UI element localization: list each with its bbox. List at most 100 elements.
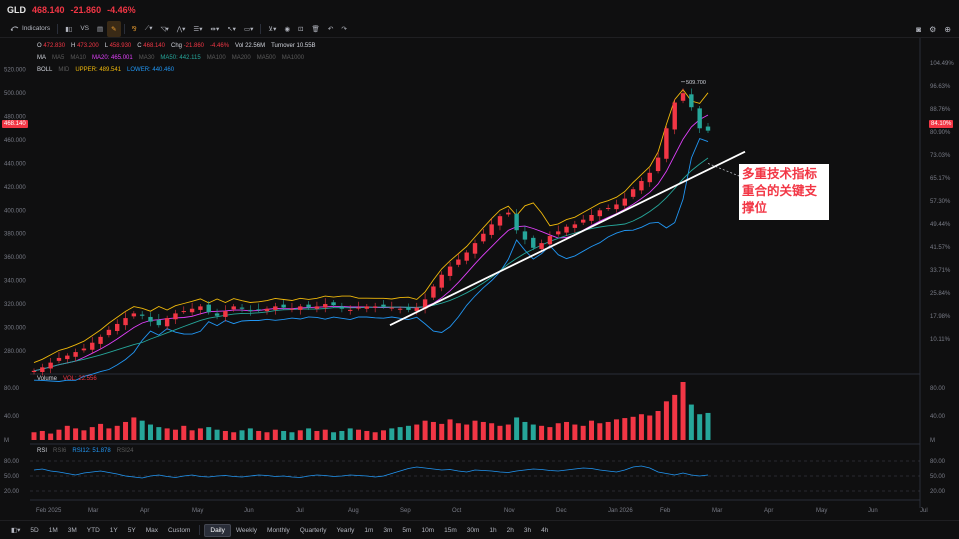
- support-annotation: 多重技术指标 重合的关键支 撑位: [739, 164, 829, 220]
- cursor-tool-button[interactable]: ↖▾: [223, 21, 240, 37]
- range-1m[interactable]: 1M: [48, 526, 58, 534]
- redo-icon: ↷: [341, 25, 347, 33]
- eye-icon: ◉: [284, 25, 291, 33]
- range-5d[interactable]: 5D: [30, 526, 39, 534]
- pct-axis-label: 96.63%: [930, 84, 951, 90]
- volume-axis-label-right: 80.00: [930, 386, 946, 392]
- price-axis-label: 460.000: [4, 138, 26, 144]
- trendline-tool-button[interactable]: ⟋▾: [141, 21, 157, 37]
- turnover-label: Turnover: [271, 43, 295, 49]
- open-value: 472.830: [43, 43, 66, 49]
- ohlc-legend: O 472.830 H 473.200 L 458.930 C 468.140 …: [37, 43, 316, 49]
- magnet-icon: ⊻▾: [268, 25, 277, 33]
- visibility-button[interactable]: ◉: [280, 21, 294, 37]
- interval-weekly[interactable]: Weekly: [235, 526, 258, 534]
- interval-3h[interactable]: 3h: [523, 526, 532, 534]
- interval-30m[interactable]: 30m: [466, 526, 480, 534]
- candle-body: [239, 307, 245, 309]
- interval-5m[interactable]: 5m: [402, 526, 412, 534]
- interval-1h[interactable]: 1h: [489, 526, 497, 534]
- interval-2h[interactable]: 2h: [506, 526, 514, 534]
- layout-button[interactable]: ▤: [93, 21, 107, 37]
- volume-axis-label: 80.00: [4, 386, 20, 392]
- price-change: -21.860: [70, 5, 102, 15]
- fibonacci-tool-button[interactable]: ⅋: [128, 21, 141, 37]
- range-max[interactable]: Max: [145, 526, 158, 534]
- candle-body: [655, 157, 661, 172]
- candle-body: [189, 308, 195, 313]
- delete-button[interactable]: 🗑: [308, 21, 324, 37]
- undo-button[interactable]: ↶: [324, 21, 337, 37]
- pct-axis-label: 49.44%: [930, 222, 951, 228]
- candle-body: [48, 362, 53, 369]
- volume-bar: [372, 432, 378, 440]
- chg-label: Chg: [170, 43, 182, 49]
- lines-tool-button[interactable]: ☰▾: [189, 21, 206, 37]
- magnet-button[interactable]: ⊻▾: [264, 21, 280, 37]
- camera-icon[interactable]: ◙: [916, 24, 922, 34]
- candle-body: [439, 274, 444, 288]
- interval-1m[interactable]: 1m: [364, 526, 374, 534]
- candle-body: [372, 306, 378, 308]
- boll-upper-line: [33, 88, 709, 364]
- range-custom[interactable]: Custom: [167, 526, 191, 534]
- interval-3m[interactable]: 3m: [383, 526, 393, 534]
- candle-body: [564, 226, 569, 233]
- range-1y[interactable]: 1Y: [109, 526, 118, 534]
- pattern-tool-button[interactable]: ⋀▾: [173, 21, 190, 37]
- chart-type-button[interactable]: ▮▯: [61, 21, 76, 37]
- add-icon[interactable]: ⊕: [944, 24, 951, 34]
- shape-tool-button[interactable]: ◹▾: [157, 21, 173, 37]
- volume-legend[interactable]: Volume VOL: 22.556: [37, 376, 97, 382]
- candle-body: [123, 318, 128, 326]
- volume-bar: [389, 428, 395, 440]
- price-chart[interactable]: 520.000 500.000 480.000 460.000 440.000 420.0…: [0, 38, 959, 520]
- volume-bar: [472, 420, 478, 440]
- lock-button[interactable]: ⊡: [294, 21, 307, 37]
- text-tool-button[interactable]: ▭▾: [240, 21, 257, 37]
- redo-button[interactable]: ↷: [337, 21, 350, 37]
- lines-icon: ☰▾: [193, 25, 203, 33]
- rsi-legend[interactable]: RSI RSI6 RSI12: 51.878 RSI24: [37, 448, 133, 454]
- interval-15m[interactable]: 15m: [444, 526, 457, 534]
- volume-bar: [264, 432, 270, 440]
- ma-legend-item: MA5: [52, 55, 65, 61]
- range-5y[interactable]: 5Y: [127, 526, 136, 534]
- annotation-line-1: 多重技术指标: [742, 167, 818, 181]
- rsi12-line: [33, 465, 709, 479]
- boll-legend[interactable]: BOLL MID UPPER: 489.541 LOWER: 440.460: [37, 67, 174, 73]
- interval-10m[interactable]: 10m: [421, 526, 435, 534]
- draw-tool-button[interactable]: ✎: [107, 20, 121, 37]
- volume-axis-label: M: [4, 438, 9, 444]
- candle-body: [56, 357, 62, 361]
- price-axis-label: 500.000: [4, 91, 26, 97]
- range-3m[interactable]: 3M: [67, 526, 77, 534]
- candle-body: [131, 313, 137, 317]
- compare-button[interactable]: VS: [76, 21, 93, 37]
- ma-legend[interactable]: MA MA5 MA10 MA20: 465.001 MA30 MA50: 442.115…: [37, 55, 304, 61]
- volume-bar: [672, 394, 678, 440]
- rsi-axis-label-right: 50.00: [930, 474, 946, 480]
- measure-tool-button[interactable]: ⇹▾: [207, 21, 224, 37]
- symbol-name[interactable]: GLD: [7, 5, 26, 15]
- pattern-icon: ⋀▾: [176, 25, 186, 33]
- interval-yearly[interactable]: Yearly: [336, 526, 355, 534]
- price-axis-label: 340.000: [4, 279, 26, 285]
- panel-toggle-icon[interactable]: ◧▾: [11, 527, 21, 534]
- candle-body: [164, 318, 170, 327]
- interval-quarterly[interactable]: Quarterly: [299, 526, 327, 534]
- interval-4h[interactable]: 4h: [541, 526, 549, 534]
- interval-monthly[interactable]: Monthly: [267, 526, 290, 534]
- range-ytd[interactable]: YTD: [86, 526, 100, 534]
- price-axis-label: 440.000: [4, 161, 26, 167]
- lock-icon: ⊡: [298, 25, 304, 33]
- interval-daily[interactable]: Daily: [204, 523, 231, 537]
- indicators-button[interactable]: Indicators: [6, 21, 54, 37]
- candle-body: [630, 189, 636, 197]
- ma-title: MA: [37, 55, 46, 61]
- settings-icon[interactable]: ⚙: [929, 24, 937, 34]
- candle-body: [264, 308, 270, 312]
- volume-bar: [214, 429, 220, 440]
- candle-body: [214, 313, 220, 316]
- candle-body: [697, 108, 702, 129]
